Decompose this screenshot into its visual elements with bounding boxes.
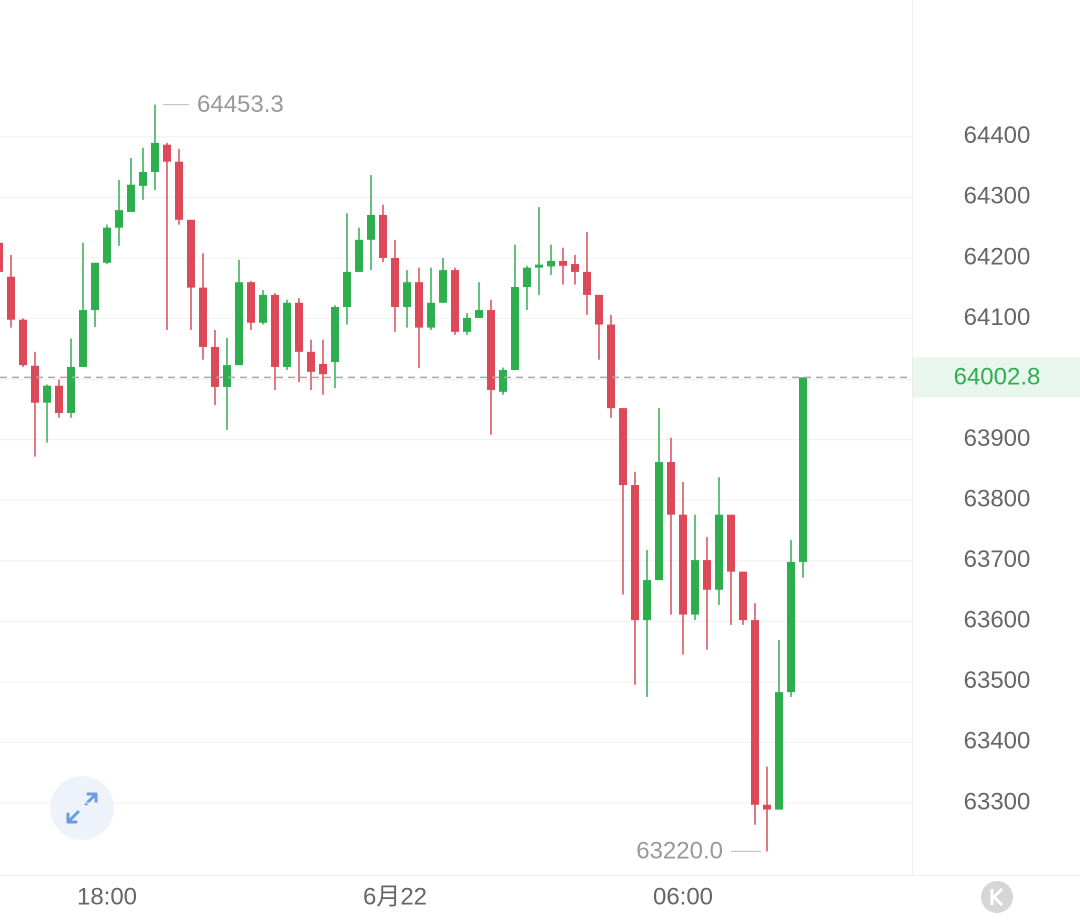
candle-body xyxy=(91,262,99,311)
y-tick-label: 64300 xyxy=(964,183,1031,210)
candle-body xyxy=(523,267,531,288)
candle-body xyxy=(319,363,327,375)
candle-body xyxy=(7,276,15,320)
y-tick-label: 63400 xyxy=(964,728,1031,755)
y-tick-label: 63700 xyxy=(964,546,1031,573)
last-price-label: 64002.8 xyxy=(954,364,1041,391)
candle-body xyxy=(691,560,699,615)
candle-body xyxy=(511,287,519,370)
candle-body xyxy=(715,514,723,590)
candle-body xyxy=(679,514,687,615)
candle-body xyxy=(595,294,603,325)
candle-body xyxy=(463,317,471,332)
candle-body xyxy=(43,385,51,403)
candle-body xyxy=(547,260,555,267)
y-tick-label: 63600 xyxy=(964,607,1031,634)
candle-body xyxy=(799,377,807,562)
candle-body xyxy=(211,346,219,387)
candle-body xyxy=(235,282,243,366)
candle-body xyxy=(607,324,615,409)
y-tick-label: 63300 xyxy=(964,788,1031,815)
candle-body xyxy=(223,365,231,387)
candle-body xyxy=(115,210,123,228)
candle-body xyxy=(175,161,183,220)
candle-body xyxy=(0,242,3,272)
candle-body xyxy=(283,302,291,367)
y-tick-label: 63500 xyxy=(964,667,1031,694)
candle-body xyxy=(271,294,279,367)
candle-body xyxy=(751,620,759,805)
kline-icon[interactable] xyxy=(990,887,1004,907)
x-tick-label: 18:00 xyxy=(77,883,137,910)
candle-body xyxy=(403,282,411,308)
high-annotation: 64453.3 xyxy=(197,91,284,118)
expand-button[interactable] xyxy=(50,776,114,840)
candle-body xyxy=(535,264,543,268)
candle-body xyxy=(295,302,303,352)
candle-body xyxy=(475,310,483,318)
candle-body xyxy=(583,271,591,295)
candle-body xyxy=(619,408,627,486)
candle-body xyxy=(355,239,363,272)
candle-body xyxy=(787,561,795,693)
candle-body xyxy=(667,462,675,515)
expand-icon[interactable] xyxy=(66,792,98,824)
y-tick-label: 63800 xyxy=(964,486,1031,513)
candle-body xyxy=(391,257,399,308)
candle-body xyxy=(67,366,75,413)
candle-body xyxy=(379,214,387,258)
candle-body xyxy=(151,142,159,172)
candle-body xyxy=(775,692,783,810)
candle-body xyxy=(259,294,267,323)
candle-body xyxy=(55,385,63,413)
candle-body xyxy=(247,282,255,323)
candle-body xyxy=(727,514,735,572)
last-price-box xyxy=(913,357,1080,398)
candle-body xyxy=(103,227,111,263)
candle-body xyxy=(559,260,567,266)
x-tick-label: 06:00 xyxy=(653,883,713,910)
candle-body xyxy=(307,351,315,372)
candle-body xyxy=(571,264,579,272)
low-annotation: 63220.0 xyxy=(636,838,723,865)
kline-button[interactable] xyxy=(981,881,1013,913)
candle-body xyxy=(739,571,747,621)
candle-body xyxy=(427,302,435,328)
candle-body xyxy=(343,271,351,308)
candle-body xyxy=(499,369,507,392)
candle-body xyxy=(79,310,87,367)
candle-body xyxy=(643,580,651,621)
candle-body xyxy=(31,365,39,403)
x-tick-label: 6月22 xyxy=(363,883,427,910)
candle-body xyxy=(655,462,663,581)
candle-body xyxy=(139,171,147,186)
candle-body xyxy=(439,270,447,303)
candle-body xyxy=(163,144,171,162)
candle-body xyxy=(415,282,423,328)
candle-body xyxy=(703,560,711,590)
kline-button-bg[interactable] xyxy=(981,881,1013,913)
expand-button-bg[interactable] xyxy=(50,776,114,840)
candle-body xyxy=(199,287,207,347)
candle-body xyxy=(367,214,375,240)
y-tick-label: 64400 xyxy=(964,122,1031,149)
candle-body xyxy=(19,319,27,366)
candle-body xyxy=(487,310,495,390)
candle-body xyxy=(631,485,639,621)
candle-body xyxy=(187,219,195,288)
y-tick-label: 64100 xyxy=(964,304,1031,331)
y-tick-label: 64200 xyxy=(964,243,1031,270)
y-tick-label: 63900 xyxy=(964,425,1031,452)
candle-body xyxy=(331,307,339,363)
candle-body xyxy=(451,270,459,332)
candle-body xyxy=(763,804,771,810)
candle-body xyxy=(127,184,135,212)
